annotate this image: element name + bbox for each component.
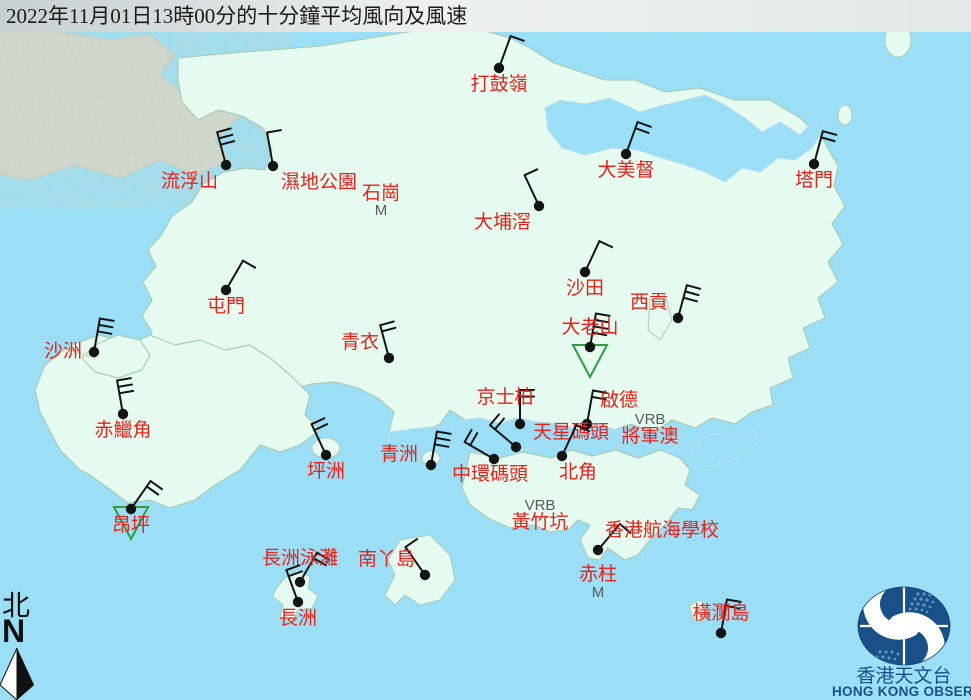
svg-text:長洲: 長洲 bbox=[279, 608, 317, 629]
svg-text:青衣: 青衣 bbox=[341, 331, 379, 353]
svg-text:塔門: 塔門 bbox=[795, 169, 833, 191]
svg-text:啟德: 啟德 bbox=[600, 389, 638, 411]
svg-text:大老山: 大老山 bbox=[561, 316, 618, 338]
svg-text:屯門: 屯門 bbox=[207, 295, 245, 317]
svg-text:青洲: 青洲 bbox=[380, 443, 418, 465]
svg-text:南丫島: 南丫島 bbox=[358, 548, 415, 570]
svg-text:香港航海學校: 香港航海學校 bbox=[605, 519, 719, 541]
svg-text:M: M bbox=[592, 584, 605, 601]
svg-text:黃竹坑: 黃竹坑 bbox=[511, 511, 568, 533]
svg-text:北角: 北角 bbox=[559, 461, 597, 483]
svg-text:石崗: 石崗 bbox=[362, 182, 400, 204]
svg-text:赤鱲角: 赤鱲角 bbox=[94, 419, 151, 441]
svg-text:M: M bbox=[375, 202, 388, 219]
svg-text:流浮山: 流浮山 bbox=[161, 170, 218, 192]
svg-text:N: N bbox=[2, 613, 25, 649]
svg-text:將軍澳: 將軍澳 bbox=[621, 425, 678, 447]
svg-text:中環碼頭: 中環碼頭 bbox=[452, 463, 528, 485]
svg-text:西貢: 西貢 bbox=[630, 292, 668, 313]
svg-text:HONG KONG OBSERVATORY: HONG KONG OBSERVATORY bbox=[832, 684, 971, 699]
svg-text:橫瀾島: 橫瀾島 bbox=[692, 602, 749, 624]
svg-text:沙洲: 沙洲 bbox=[44, 341, 82, 362]
svg-text:沙田: 沙田 bbox=[566, 278, 604, 299]
svg-text:天星碼頭: 天星碼頭 bbox=[533, 422, 609, 443]
svg-text:坪洲: 坪洲 bbox=[307, 460, 345, 482]
svg-text:京士柏: 京士柏 bbox=[476, 386, 533, 408]
svg-text:濕地公園: 濕地公園 bbox=[281, 171, 357, 193]
svg-text:大埔滘: 大埔滘 bbox=[474, 211, 531, 233]
svg-text:大美督: 大美督 bbox=[597, 159, 654, 181]
svg-text:昂坪: 昂坪 bbox=[112, 514, 150, 536]
svg-text:赤柱: 赤柱 bbox=[579, 563, 617, 585]
svg-text:打鼓嶺: 打鼓嶺 bbox=[470, 73, 527, 95]
